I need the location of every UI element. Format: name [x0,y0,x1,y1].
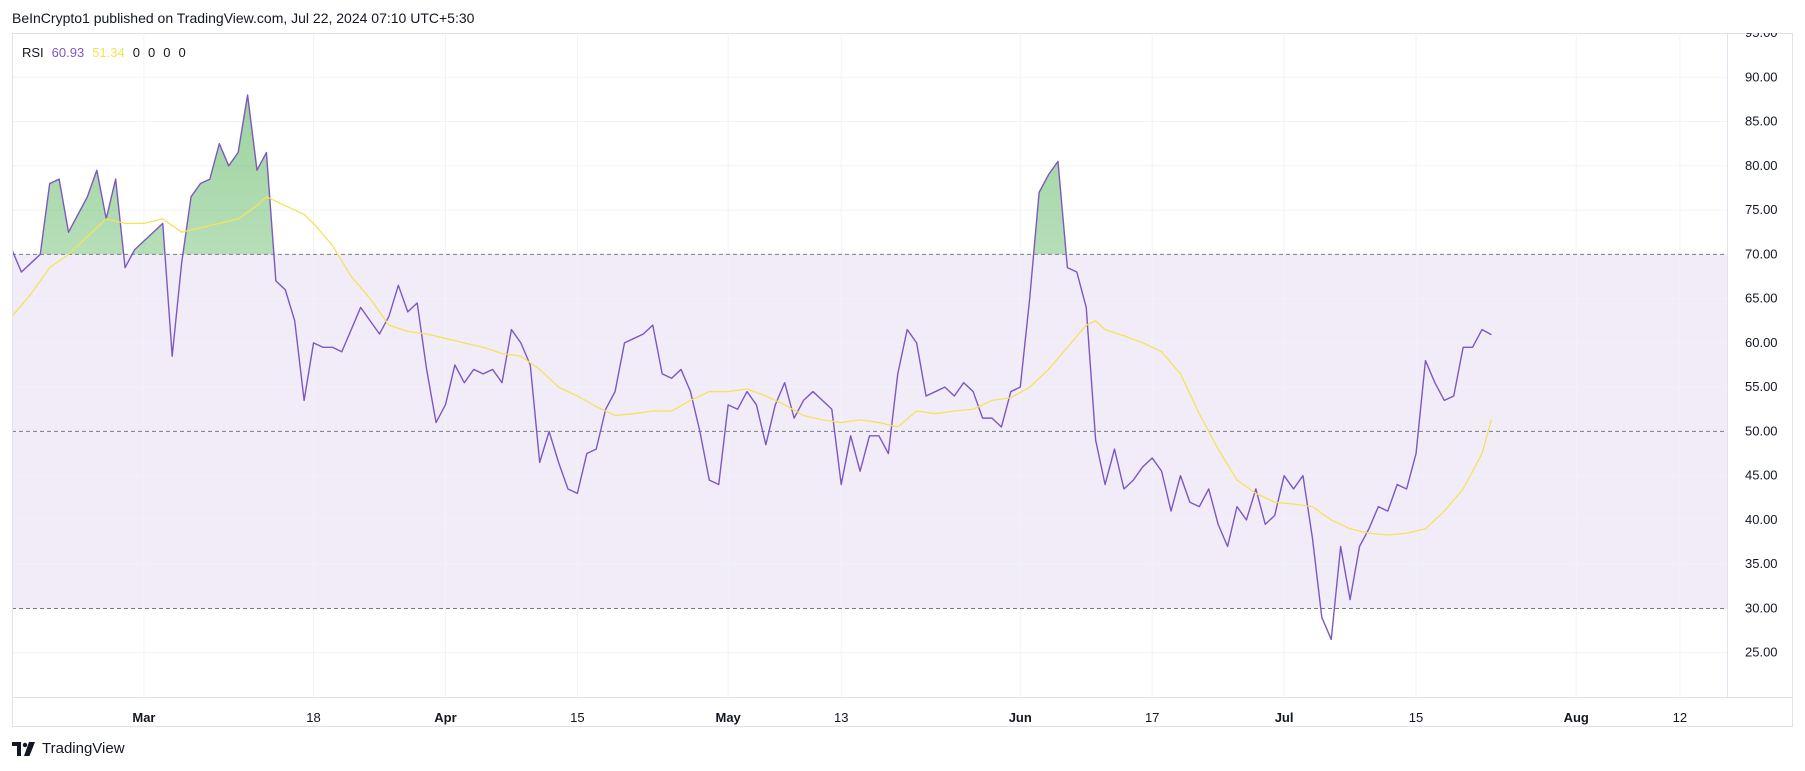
indicator-legend[interactable]: RSI 60.93 51.34 0 0 0 0 [22,45,186,60]
rsi-ma-line [12,196,1493,536]
legend-extra-value: 0 [178,45,186,60]
x-tick-label: Aug [1564,710,1589,725]
tradingview-logo-icon [12,741,35,756]
legend-ma-value: 51.34 [92,45,125,60]
tradingview-branding[interactable]: TradingView [12,740,125,757]
x-tick-label: 17 [1145,710,1159,725]
y-tick-label: 50.00 [1745,423,1778,438]
x-tick-label: 18 [306,710,320,725]
y-tick-label: 85.00 [1745,114,1778,129]
y-tick-label: 75.00 [1745,202,1778,217]
rsi-chart[interactable]: 95.00 90.00 85.00 80.00 75.00 70.00 65.00 60.00… [12,33,1793,727]
legend-indicator-name: RSI [22,45,44,60]
x-tick-label: Mar [132,710,155,725]
legend-extra-value: 0 [163,45,171,60]
y-tick-label: 45.00 [1745,468,1778,483]
x-tick-label: 15 [1409,710,1423,725]
y-tick-label: 95.00 [1745,33,1778,40]
legend-extra-value: 0 [132,45,140,60]
legend-extra-value: 0 [148,45,156,60]
x-tick-label: Jul [1275,710,1294,725]
y-tick-label: 40.00 [1745,512,1778,527]
published-caption: BeInCrypto1 published on TradingView.com… [12,10,475,26]
y-tick-label: 25.00 [1745,645,1778,660]
tradingview-brand-name: TradingView [42,740,125,757]
rsi-chart-svg[interactable]: 95.00 90.00 85.00 80.00 75.00 70.00 65.00 60.00… [12,33,1793,727]
x-tick-label: Apr [434,710,456,725]
overbought-fill-area [12,94,1492,255]
rsi-line [12,94,1492,641]
y-tick-label: 80.00 [1745,158,1778,173]
x-tick-label: Jun [1009,710,1032,725]
y-tick-label: 30.00 [1745,600,1778,615]
y-tick-label: 90.00 [1745,69,1778,84]
y-tick-label: 35.00 [1745,556,1778,571]
chart-border [12,33,1793,727]
y-tick-label: 55.00 [1745,379,1778,394]
y-tick-label: 70.00 [1745,246,1778,261]
x-tick-label: 13 [834,710,848,725]
x-tick-label: 12 [1673,710,1687,725]
x-tick-label: May [716,710,742,725]
x-tick-label: 15 [570,710,584,725]
y-tick-label: 60.00 [1745,335,1778,350]
y-tick-label: 65.00 [1745,291,1778,306]
legend-rsi-value: 60.93 [51,45,85,60]
